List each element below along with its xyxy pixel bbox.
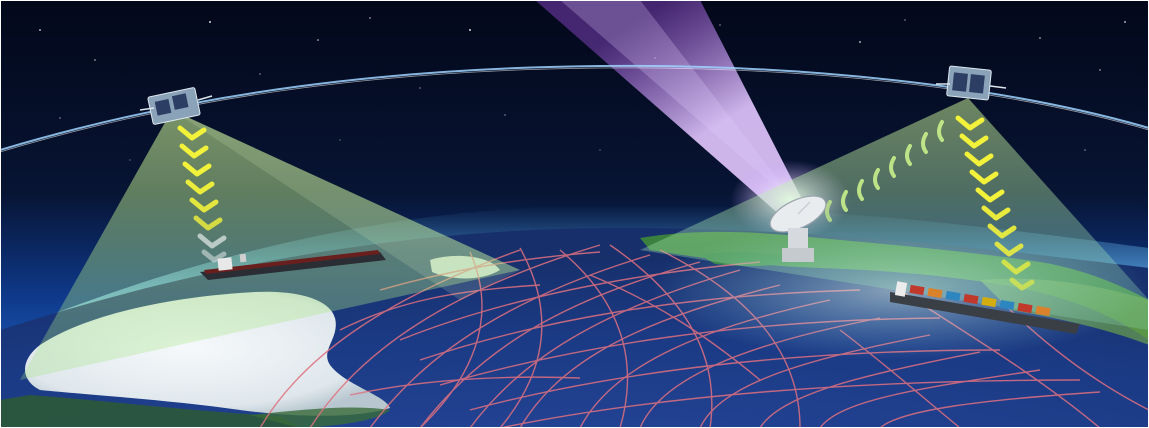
signal-chevrons-right: [955, 115, 1035, 291]
coverage-cone-left: [20, 110, 520, 380]
satellite-left-icon: [139, 87, 213, 125]
container-ship-icon: [890, 281, 1080, 334]
satellite-right-icon: [936, 65, 1007, 101]
ground-station-dish-icon: [769, 195, 827, 262]
stars: [39, 17, 1126, 161]
signal-arcs-to-ground-station: [825, 120, 944, 222]
signal-chevrons-left: [177, 125, 227, 263]
uplink-beam: [535, 0, 805, 215]
tanker-ship-icon: [200, 250, 386, 280]
coverage-cone-right: [640, 98, 1149, 330]
